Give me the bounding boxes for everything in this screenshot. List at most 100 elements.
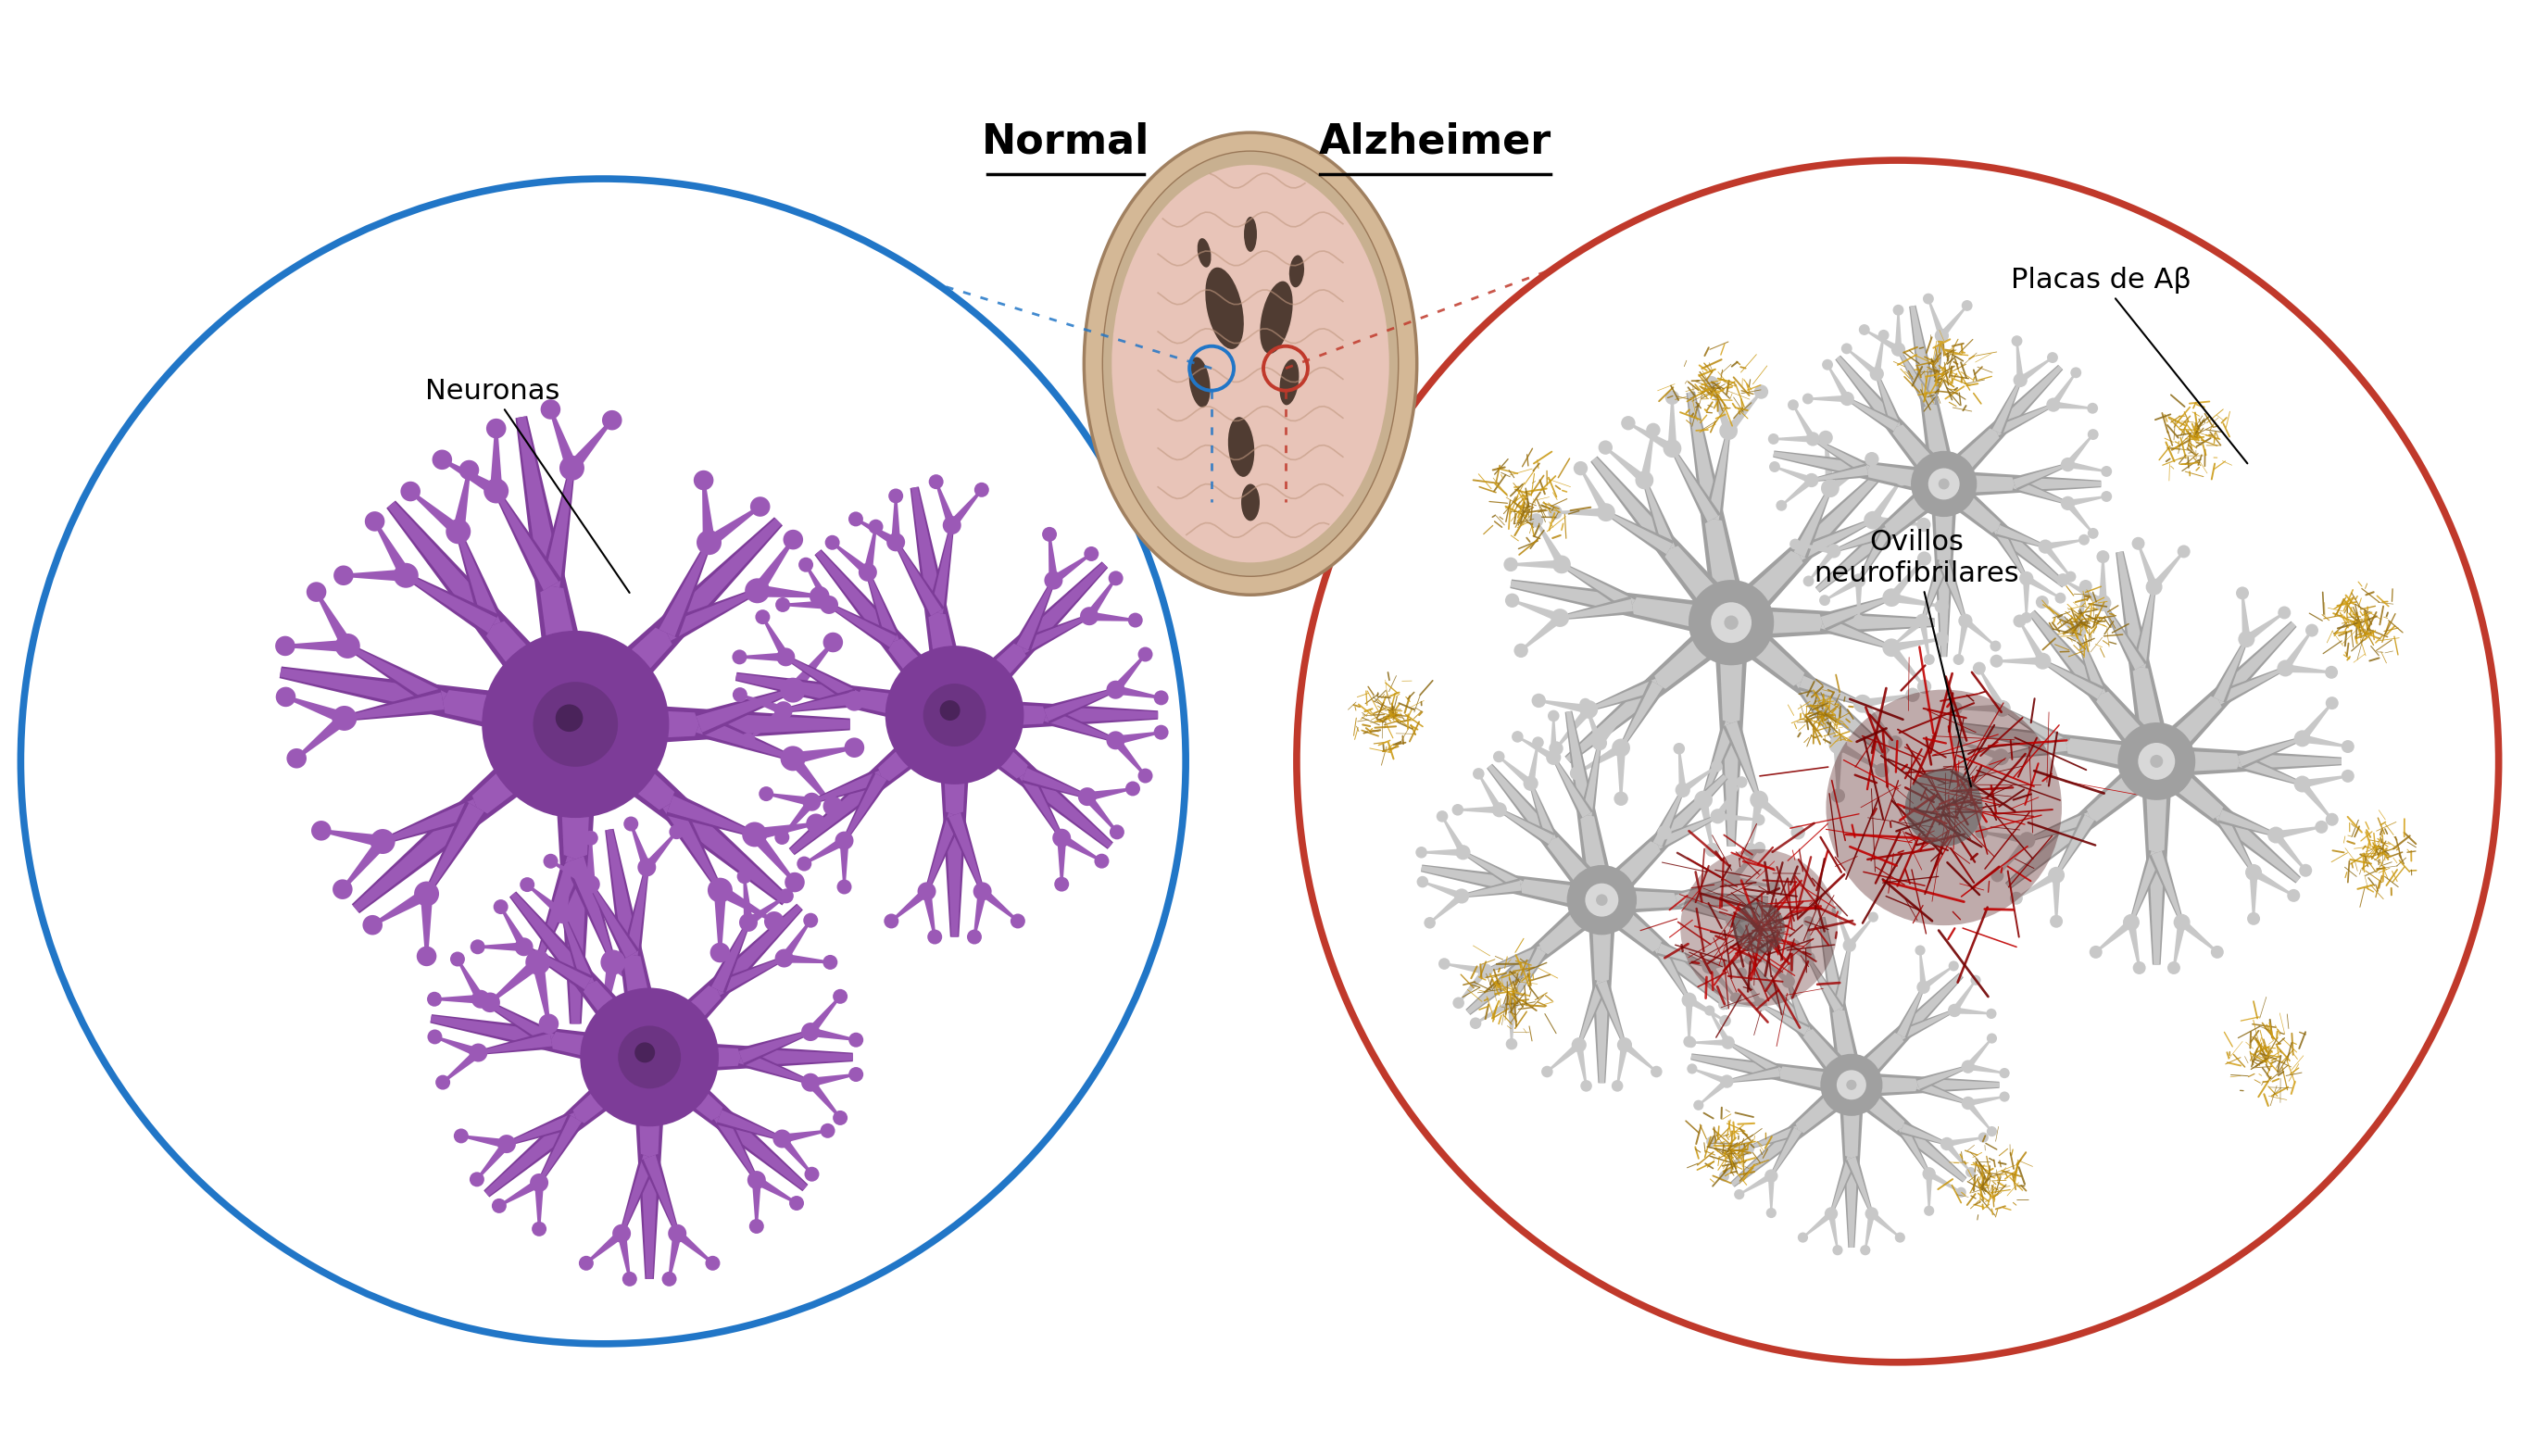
Polygon shape [2075, 630, 2108, 697]
Polygon shape [1565, 613, 1739, 763]
Polygon shape [843, 773, 886, 842]
Polygon shape [1875, 373, 1901, 428]
Polygon shape [2042, 660, 2105, 702]
Circle shape [750, 496, 770, 517]
Polygon shape [1547, 1042, 1583, 1073]
Circle shape [305, 582, 326, 601]
Polygon shape [2002, 706, 2070, 753]
Circle shape [1673, 743, 1686, 754]
Circle shape [1436, 811, 1449, 823]
Polygon shape [1593, 457, 1742, 630]
Polygon shape [1916, 1066, 1969, 1089]
Polygon shape [1996, 526, 2047, 547]
Circle shape [1928, 469, 1959, 499]
Polygon shape [1555, 706, 1593, 748]
Polygon shape [535, 855, 588, 964]
Circle shape [1598, 504, 1615, 521]
Circle shape [480, 993, 500, 1012]
Circle shape [926, 929, 941, 945]
Circle shape [1572, 1038, 1588, 1053]
Polygon shape [2236, 737, 2302, 769]
Polygon shape [389, 501, 588, 735]
Circle shape [835, 831, 853, 850]
Polygon shape [1845, 974, 1964, 1092]
Polygon shape [1964, 754, 2004, 788]
Polygon shape [1643, 479, 1678, 552]
Polygon shape [709, 922, 750, 993]
Polygon shape [893, 542, 941, 616]
Polygon shape [1898, 1125, 1931, 1175]
Polygon shape [2155, 745, 2342, 778]
Polygon shape [1888, 645, 1926, 687]
Circle shape [1570, 766, 1585, 780]
Polygon shape [1863, 693, 1913, 708]
Polygon shape [1928, 298, 1946, 336]
Circle shape [459, 460, 480, 480]
Polygon shape [2100, 601, 2148, 671]
Polygon shape [717, 1109, 782, 1140]
Polygon shape [1519, 614, 1562, 651]
Circle shape [1744, 954, 1757, 965]
Circle shape [530, 1174, 548, 1192]
Polygon shape [1116, 686, 1161, 699]
Polygon shape [485, 1047, 659, 1197]
Polygon shape [1996, 657, 2042, 665]
Polygon shape [1724, 613, 1888, 756]
Polygon shape [575, 700, 851, 748]
Circle shape [1721, 1075, 1734, 1088]
Polygon shape [1994, 403, 2055, 438]
Polygon shape [750, 830, 795, 884]
Polygon shape [1916, 1066, 1969, 1091]
Circle shape [1613, 792, 1628, 805]
Polygon shape [1726, 1041, 1782, 1076]
Polygon shape [1618, 680, 1666, 748]
Circle shape [1045, 571, 1063, 590]
Circle shape [310, 821, 331, 840]
Polygon shape [480, 997, 555, 1045]
Polygon shape [1853, 1076, 1999, 1093]
Circle shape [1734, 1190, 1744, 1200]
Circle shape [967, 929, 982, 945]
Polygon shape [2219, 807, 2277, 837]
Circle shape [2009, 891, 2022, 904]
Polygon shape [666, 792, 755, 837]
Polygon shape [381, 795, 480, 844]
Polygon shape [1835, 355, 1951, 491]
Polygon shape [1691, 1069, 1729, 1085]
Polygon shape [1709, 1010, 1731, 1044]
Circle shape [939, 700, 959, 721]
Polygon shape [1615, 748, 1625, 799]
Polygon shape [1088, 612, 1136, 622]
Polygon shape [1787, 981, 1812, 1034]
Circle shape [737, 869, 752, 884]
Polygon shape [1042, 687, 1116, 724]
Polygon shape [1020, 614, 1090, 654]
Ellipse shape [1242, 483, 1259, 521]
Circle shape [1989, 655, 2004, 667]
Circle shape [2325, 665, 2337, 678]
Polygon shape [1058, 839, 1065, 884]
Polygon shape [1085, 788, 1133, 801]
Polygon shape [1923, 335, 1943, 405]
Circle shape [331, 706, 356, 731]
Polygon shape [669, 1233, 681, 1280]
Polygon shape [790, 702, 967, 855]
Polygon shape [558, 724, 593, 1024]
Polygon shape [1848, 916, 1873, 948]
Polygon shape [1691, 1040, 1729, 1045]
Polygon shape [1890, 593, 1941, 607]
Polygon shape [560, 706, 790, 906]
Circle shape [581, 875, 601, 894]
Polygon shape [371, 888, 429, 926]
Polygon shape [1595, 980, 1625, 1045]
Circle shape [1858, 325, 1870, 335]
Circle shape [1651, 1066, 1663, 1077]
Polygon shape [1714, 623, 1749, 846]
Circle shape [2138, 743, 2176, 780]
Circle shape [2037, 596, 2049, 609]
Circle shape [1726, 913, 1742, 927]
Polygon shape [1731, 877, 1774, 888]
Circle shape [1840, 344, 1853, 354]
Polygon shape [1535, 520, 1565, 566]
Polygon shape [2055, 815, 2095, 877]
